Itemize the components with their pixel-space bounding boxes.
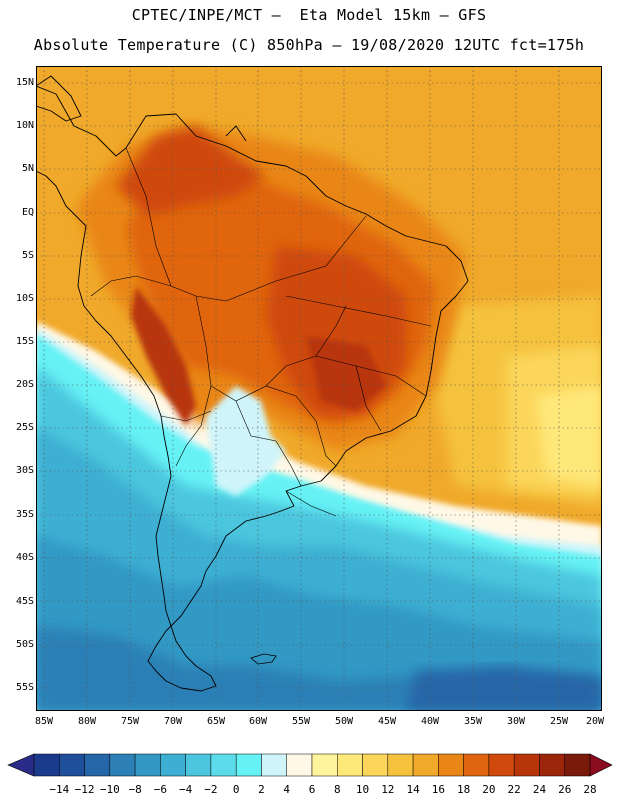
lat-label-10n: 10N — [15, 120, 34, 131]
lon-label-70w: 70W — [163, 716, 183, 727]
lat-label-30s: 30S — [15, 465, 34, 476]
map-title-line2: Absolute Temperature (C) 850hPa – 19/08/… — [33, 36, 585, 54]
temp-band-north-warm — [116, 126, 266, 216]
colorbar-tick-label: 8 — [333, 783, 341, 796]
lat-label-eq: EQ — [21, 207, 34, 218]
temp-band-continent-24 — [306, 336, 386, 411]
colorbar-swatch — [134, 753, 161, 777]
lat-label-5s: 5S — [21, 250, 34, 261]
colorbar-swatch — [59, 753, 85, 777]
map-frame — [36, 66, 602, 711]
lon-label-85w: 85W — [34, 716, 54, 727]
lat-label-55s: 55S — [15, 682, 34, 693]
lat-label-15s: 15S — [15, 336, 34, 347]
lat-label-45s: 45S — [15, 596, 34, 607]
colorbar-under-arrow — [7, 753, 35, 777]
colorbar-tick-label: −12 — [74, 783, 95, 796]
colorbar-swatch — [362, 753, 389, 777]
colorbar-tick-label: −10 — [99, 783, 120, 796]
colorbar-swatch — [185, 753, 212, 777]
colorbar-swatch — [286, 753, 313, 777]
lon-label-40w: 40W — [420, 716, 440, 727]
lat-label-20s: 20S — [15, 379, 34, 390]
colorbar-swatch — [463, 753, 490, 777]
colorbar-swatch — [235, 753, 262, 777]
map-canvas — [36, 66, 602, 711]
colorbar-tick-label: −8 — [128, 783, 142, 796]
colorbar-swatch — [539, 753, 565, 777]
map-title-line1: CPTEC/INPE/MCT – Eta Model 15km – GFS — [131, 6, 487, 24]
colorbar-swatch — [337, 753, 363, 777]
lon-label-45w: 45W — [377, 716, 397, 727]
colorbar-swatch — [564, 753, 591, 777]
colorbar-swatch — [438, 753, 464, 777]
colorbar-tick-label: 10 — [355, 783, 370, 796]
lat-label-50s: 50S — [15, 639, 34, 650]
lat-label-25s: 25S — [15, 422, 34, 433]
coastlines — [36, 75, 469, 692]
colorbar-swatch — [84, 753, 111, 777]
lon-label-55w: 55W — [291, 716, 311, 727]
colorbar-tick-label: 6 — [308, 783, 316, 796]
temp-band-cold-intrusion — [206, 386, 286, 496]
colorbar-tick-label: 4 — [283, 783, 291, 796]
colorbar-tick-label: −14 — [49, 783, 70, 796]
lon-label-20w: 20W — [585, 716, 605, 727]
colorbar-swatch — [387, 753, 414, 777]
colorbar-tick-label: −2 — [204, 783, 218, 796]
lat-label-35s: 35S — [15, 509, 34, 520]
colorbar-tick-label: −4 — [179, 783, 193, 796]
lat-label-15n: 15N — [15, 77, 34, 88]
colorbar-swatch — [311, 753, 338, 777]
colorbar-over-arrow — [589, 753, 613, 777]
colorbar-tick-label: −6 — [153, 783, 167, 796]
lat-label-40s: 40S — [15, 552, 34, 563]
lon-label-80w: 80W — [77, 716, 97, 727]
colorbar-tick-label: 24 — [532, 783, 547, 796]
country-borders — [90, 147, 432, 517]
falklands-islands — [250, 653, 277, 665]
temp-band-andes-warm — [131, 286, 196, 426]
colorbar-swatch — [33, 753, 60, 777]
colorbar-swatch — [109, 753, 136, 777]
colorbar-tick-label: 20 — [482, 783, 496, 796]
colorbar-swatch — [412, 753, 439, 777]
lat-label-5n: 5N — [21, 163, 34, 174]
colorbar-tick-label: 2 — [258, 783, 265, 796]
lat-label-10s: 10S — [15, 293, 34, 304]
colorbar-swatch — [210, 753, 237, 777]
lon-label-60w: 60W — [248, 716, 268, 727]
colorbar-swatch — [160, 753, 186, 777]
lon-label-65w: 65W — [206, 716, 226, 727]
colorbar-tick-label: 28 — [583, 783, 597, 796]
lon-label-75w: 75W — [120, 716, 140, 727]
temperature-map — [36, 66, 602, 711]
lon-label-35w: 35W — [463, 716, 483, 727]
colorbar-tick-label: 12 — [381, 783, 395, 796]
colorbar-swatch — [488, 753, 515, 777]
colorbar-tick-label: 16 — [431, 783, 445, 796]
colorbar-swatch — [513, 753, 540, 777]
colorbar-swatch — [261, 753, 287, 777]
lon-label-25w: 25W — [549, 716, 569, 727]
colorbar-tick-label: 26 — [558, 783, 572, 796]
colorbar-tick-label: 18 — [457, 783, 471, 796]
lon-label-50w: 50W — [334, 716, 354, 727]
colorbar-tick-label: 14 — [406, 783, 420, 796]
colorbar-tick-label: 22 — [507, 783, 521, 796]
lon-label-30w: 30W — [506, 716, 526, 727]
temp-band-east-cool — [536, 386, 602, 486]
temperature-colorbar — [7, 753, 613, 777]
temp-band-m10c — [406, 666, 602, 711]
colorbar-tick-label: 0 — [232, 783, 240, 796]
